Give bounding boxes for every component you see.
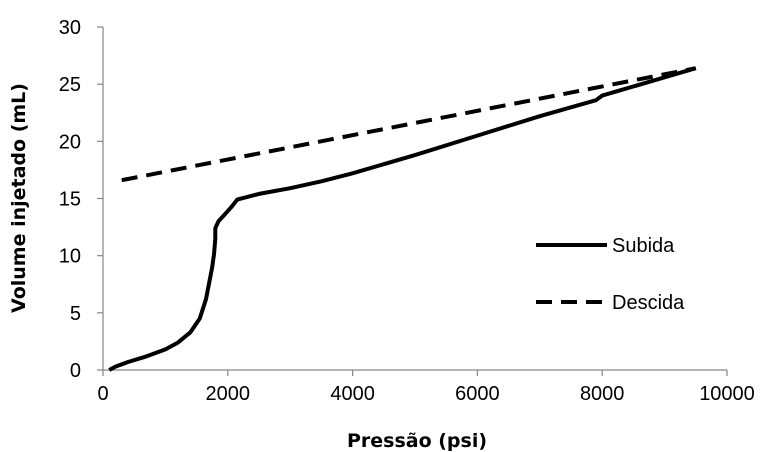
x-axis-title: Pressão (psi): [347, 430, 487, 452]
x-tick-label: 10000: [699, 383, 755, 405]
legend-label-subida: Subida: [612, 235, 675, 257]
series-line-subida: [108, 66, 697, 372]
y-tick-label: 30: [59, 17, 81, 39]
series-line-descida: [121, 66, 697, 183]
x-tick-label: 2000: [206, 383, 251, 405]
legend-label-descida: Descida: [612, 292, 685, 314]
y-tick-label: 10: [59, 246, 81, 268]
x-tick-label: 6000: [455, 383, 500, 405]
y-tick-label: 5: [70, 303, 81, 325]
y-tick-label: 25: [59, 74, 81, 96]
y-tick-label: 15: [59, 189, 81, 211]
x-tick-label: 0: [97, 383, 108, 405]
legend: Subida Descida: [536, 235, 685, 314]
y-axis-title: Volume injetado (mL): [8, 83, 30, 313]
axes: 0 2000 4000 6000 8000 10000 0 5 10 15 20 25 30: [59, 17, 755, 405]
y-tick-label: 0: [70, 360, 81, 382]
series-layer: [108, 66, 697, 372]
y-tick-label: 20: [59, 131, 81, 153]
x-tick-label: 8000: [580, 383, 625, 405]
x-tick-label: 4000: [330, 383, 375, 405]
